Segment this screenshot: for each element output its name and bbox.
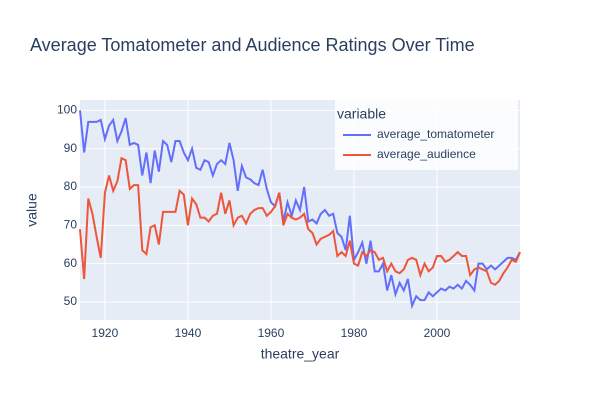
x-tick-label: 1920	[92, 326, 119, 340]
chart-title: Average Tomatometer and Audience Ratings…	[30, 35, 475, 55]
x-tick-label: 1980	[341, 326, 368, 340]
legend-title: variable	[337, 106, 386, 122]
legend-label: average_tomatometer	[377, 127, 494, 141]
series-line	[79, 156, 521, 286]
legend: variable average_tomatometer average_audie…	[335, 100, 518, 170]
x-axis-title: theatre_year	[261, 346, 340, 362]
x-tick-label: 1940	[175, 326, 202, 340]
y-tick-label: 90	[64, 141, 78, 155]
y-tick-label: 70	[64, 218, 78, 232]
legend-label: average_audience	[377, 147, 476, 161]
series-line	[79, 110, 521, 310]
y-tick-label: 80	[64, 179, 78, 193]
y-axis-title: value	[24, 193, 40, 227]
x-tick-label: 2000	[424, 326, 451, 340]
x-tick-label: 1960	[258, 326, 285, 340]
y-tick-label: 50	[64, 294, 78, 308]
y-tick-label: 60	[64, 256, 78, 270]
y-tick-label: 100	[57, 103, 77, 117]
